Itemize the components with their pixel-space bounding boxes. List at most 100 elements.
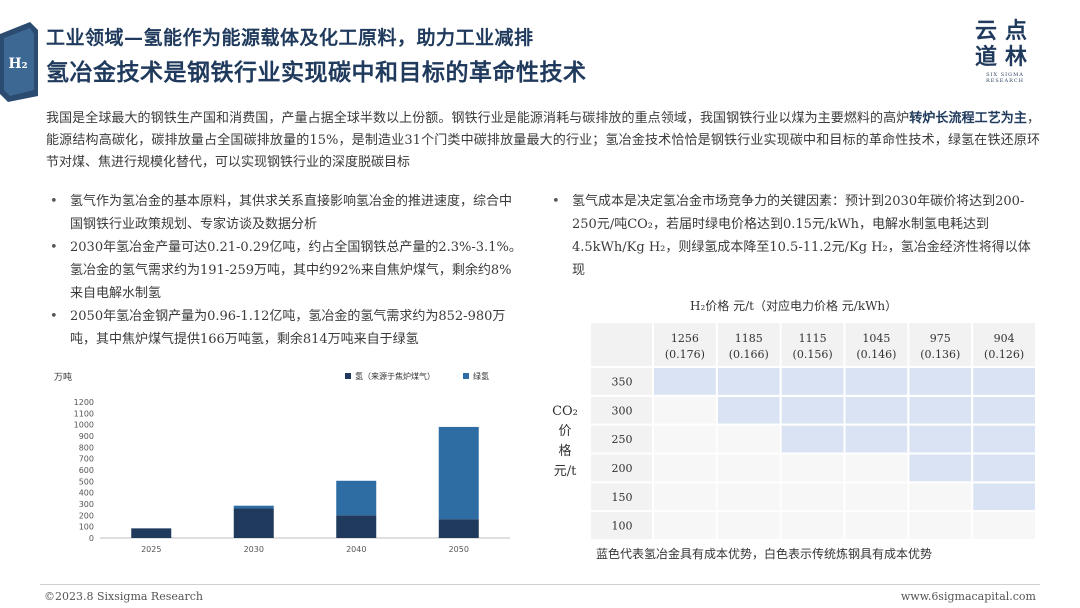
cost-table-title: H₂价格 元/t（对应电力价格 元/kWh）	[690, 299, 898, 313]
row-header: 250	[612, 433, 633, 446]
y-tick-label: 100	[79, 523, 94, 532]
y-tick-label: 300	[79, 500, 94, 509]
cell-traditional-advantage	[845, 483, 908, 511]
legend-label: 氢（来源于焦炉煤气）	[355, 371, 435, 381]
right-bullet-list: 氢气成本是决定氢冶金市场竞争力的关键因素：预计到2030年碳价将达到200-25…	[548, 190, 1040, 282]
co2-axis-label-line: 元/t	[553, 464, 577, 479]
y-tick-label: 1100	[74, 409, 94, 418]
bar-segment	[233, 508, 274, 538]
page-subtitle: 工业领域—氢能作为能源载体及化工原料，助力工业减排	[46, 27, 534, 49]
bullet-item: 氢气成本是决定氢冶金市场竞争力的关键因素：预计到2030年碳价将达到200-25…	[548, 190, 1040, 282]
cell-traditional-advantage	[781, 454, 844, 482]
column-header-power: (0.126)	[984, 348, 1024, 361]
co2-axis-label: CO₂ 价 格 元/t	[548, 402, 582, 482]
brand-logo: 云点 道林 SIX SIGMA RESEARCH	[970, 18, 1040, 84]
hydrogen-badge-icon: H₂	[0, 22, 38, 102]
bar-segment	[438, 519, 479, 538]
footer-divider	[40, 584, 1040, 585]
cell-hydrogen-advantage	[909, 425, 972, 453]
cell-hydrogen-advantage	[717, 368, 780, 395]
bullet-item: 2030年氢冶金产量可达0.21-0.29亿吨，约占全国钢铁总产量的2.3%-3…	[46, 236, 524, 305]
cell-hydrogen-advantage	[845, 396, 908, 424]
row-header: 200	[612, 462, 633, 475]
cell-traditional-advantage	[781, 483, 844, 511]
cell-hydrogen-advantage	[654, 368, 716, 395]
intro-emphasis: 转炉长流程工艺为主	[909, 111, 1027, 126]
y-axis-label: 万吨	[54, 371, 72, 383]
y-tick-label: 900	[79, 432, 94, 441]
cell-hydrogen-advantage	[973, 396, 1035, 424]
hydrogen-demand-chart: 万吨 0 100 200 300 400 500 600 700 800 900 1000 1100 12…	[54, 371, 510, 554]
cell-hydrogen-advantage	[781, 396, 844, 424]
column-header-power: (0.136)	[920, 348, 960, 361]
legend-label: 绿氢	[473, 371, 489, 381]
x-tick-label: 2040	[346, 545, 366, 554]
x-tick-label: 2050	[449, 545, 469, 554]
y-tick-label: 400	[79, 489, 94, 498]
y-tick-label: 1000	[74, 421, 94, 430]
co2-axis-label-line: 价	[558, 424, 572, 439]
intro-part-1: 我国是全球最大的钢铁生产国和消费国，产量占据全球半数以上份额。钢铁行业是能源消耗…	[46, 111, 910, 126]
cell-hydrogen-advantage	[781, 425, 844, 453]
column-header-power: (0.166)	[729, 348, 769, 361]
bar-segment	[438, 426, 479, 520]
cell-hydrogen-advantage	[909, 454, 972, 482]
cell-hydrogen-advantage	[973, 483, 1035, 511]
column-header-price: 1045	[862, 332, 890, 345]
y-tick-label: 200	[79, 511, 94, 520]
bar-segment	[336, 515, 377, 538]
cell-traditional-advantage	[845, 454, 908, 482]
page-title: 氢冶金技术是钢铁行业实现碳中和目标的革命性技术	[46, 59, 587, 86]
footer-copyright: ©2023.8 Sixsigma Research	[44, 590, 203, 603]
cell-traditional-advantage	[717, 425, 780, 453]
y-tick-label: 500	[79, 477, 94, 486]
y-tick-label: 800	[79, 443, 94, 452]
co2-axis-label-line: CO₂	[552, 404, 578, 419]
cell-traditional-advantage	[973, 512, 1035, 539]
bar-segment	[233, 505, 274, 509]
column-header-price: 904	[994, 332, 1015, 345]
cell-traditional-advantage	[654, 483, 716, 511]
cell-hydrogen-advantage	[717, 396, 780, 424]
cell-traditional-advantage	[654, 512, 716, 539]
cost-comparison-grid: 1256 (0.176) 1185 (0.166) 1115 (0.156) 1045 (0.…	[591, 323, 1036, 540]
intro-paragraph: 我国是全球最大的钢铁生产国和消费国，产量占据全球半数以上份额。钢铁行业是能源消耗…	[46, 108, 1040, 174]
cell-hydrogen-advantage	[973, 368, 1035, 395]
row-header: 300	[612, 404, 633, 417]
cell-traditional-advantage	[654, 425, 716, 453]
x-tick-label: 2030	[244, 545, 264, 554]
logo-line-2: 道林	[974, 44, 1035, 70]
cell-traditional-advantage	[781, 512, 844, 539]
logo-subtitle: SIX SIGMA RESEARCH	[985, 72, 1025, 84]
bar-segment	[131, 528, 172, 538]
cell-hydrogen-advantage	[973, 454, 1035, 482]
cell-hydrogen-advantage	[845, 368, 908, 395]
column-header-price: 1185	[735, 332, 763, 345]
co2-axis-label-line: 格	[558, 444, 572, 459]
y-tick-label: 600	[79, 466, 94, 475]
row-header: 150	[612, 491, 633, 504]
logo-line-1: 云点	[974, 18, 1035, 44]
intro-part-2: ，能源结构高碳化，碳排放量占全国碳排放量的15%，是制造业31个门类中碳排放量最…	[46, 111, 1040, 170]
column-header-power: (0.146)	[856, 348, 896, 361]
title-block: 工业领域—氢能作为能源载体及化工原料，助力工业减排 氢冶金技术是钢铁行业实现碳中…	[46, 24, 587, 90]
cell-hydrogen-advantage	[909, 396, 972, 424]
footer-website: www.6sigmacapital.com	[900, 590, 1036, 603]
cell-traditional-advantage	[845, 512, 908, 539]
cell-traditional-advantage	[717, 454, 780, 482]
cell-hydrogen-advantage	[781, 368, 844, 395]
cell-traditional-advantage	[909, 483, 972, 511]
x-tick-label: 2025	[141, 545, 161, 554]
bullet-item: 氢气作为氢冶金的基本原料，其供求关系直接影响氢冶金的推进速度，综合中国钢铁行业政…	[46, 190, 524, 236]
row-header: 350	[612, 375, 633, 388]
bar-segment	[336, 480, 377, 516]
column-header-price: 1256	[671, 332, 699, 345]
y-tick-label: 700	[79, 455, 94, 464]
cell-traditional-advantage	[717, 512, 780, 539]
cell-traditional-advantage	[717, 483, 780, 511]
legend-swatch	[345, 373, 351, 379]
column-header-power: (0.156)	[793, 348, 833, 361]
cell-hydrogen-advantage	[973, 425, 1035, 453]
left-bullet-list: 氢气作为氢冶金的基本原料，其供求关系直接影响氢冶金的推进速度，综合中国钢铁行业政…	[46, 190, 524, 351]
cost-table-footnote: 蓝色代表氢冶金具有成本优势，白色表示传统炼钢具有成本优势	[596, 547, 933, 561]
